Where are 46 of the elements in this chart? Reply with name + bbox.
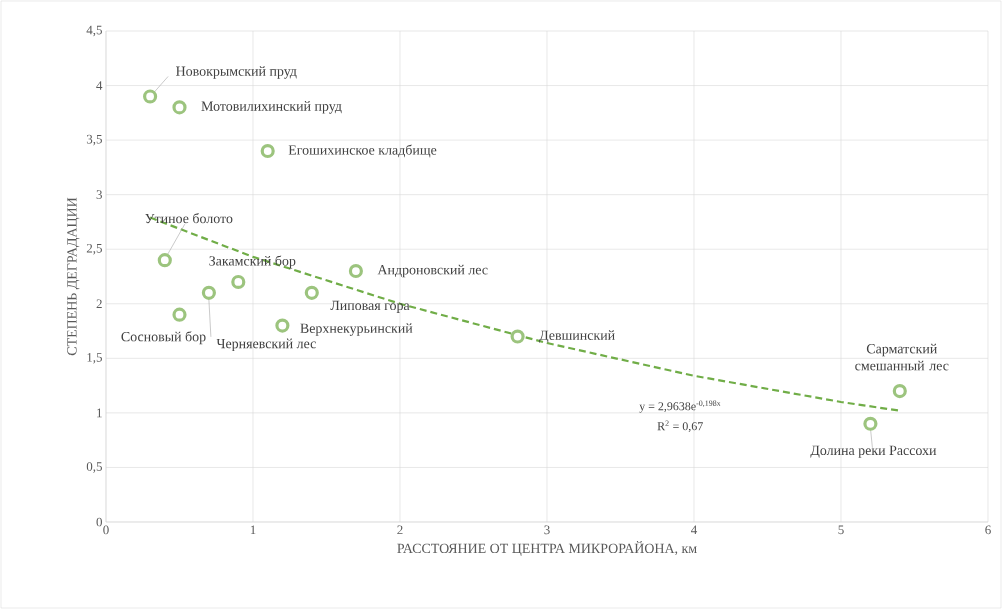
point	[275, 318, 290, 333]
x-tick-label: 2	[397, 525, 403, 535]
annotation: Новокрымский пруд	[176, 66, 297, 79]
annotation: Долина реки Рассохи	[810, 445, 937, 458]
annotation: Егошихинское кладбище	[288, 144, 437, 158]
point	[892, 383, 907, 399]
x-tick-label: 1	[250, 525, 256, 535]
x-tick-label: 4	[691, 525, 698, 535]
y-tick-label: 2,5	[86, 243, 102, 255]
point	[510, 329, 525, 344]
annotation: Сосновый бор	[121, 331, 206, 345]
annotation: Сарматский смешанный лес	[855, 343, 949, 371]
point	[172, 307, 187, 322]
point	[304, 285, 319, 300]
y-tick-label: 0	[96, 517, 102, 527]
y-tick-label: 4,5	[86, 25, 102, 37]
point	[348, 263, 363, 279]
annotation: Черняевский лес	[216, 338, 316, 352]
x-tick-label: 3	[544, 525, 550, 535]
point	[172, 100, 187, 115]
y-tick-label: 1	[97, 408, 102, 418]
annotation: Верхнекурьинский	[300, 323, 413, 336]
point	[260, 143, 275, 159]
annotation: Закамский бор	[209, 255, 296, 269]
annotation: R$^{2}$ = 0,67	[657, 420, 703, 432]
y-tick-label: 2	[96, 299, 102, 309]
annotation: Мотовилихинский пруд	[201, 101, 342, 114]
y-tick-label: 4	[96, 81, 103, 90]
annotation: Девшинский	[539, 330, 615, 343]
annotation: Липовая гора	[330, 300, 410, 313]
point	[143, 89, 158, 104]
x-tick-label: 6	[985, 525, 991, 535]
point	[157, 253, 172, 268]
y-tick-label: 1,5	[87, 353, 102, 364]
y-tick-label: 0,5	[86, 462, 102, 473]
annotation: Андроновский лес	[377, 264, 488, 278]
point	[863, 416, 878, 431]
x-tick-label: 5	[838, 525, 844, 535]
annotation: Утиное болото	[145, 213, 233, 224]
y-axis-title: СТЕПЕНЬ ДЕГРАДАЦИИ	[67, 197, 80, 356]
y-tick-label: 3	[96, 190, 102, 200]
x-axis-title: РАССТОЯНИЕ ОТ ЦЕНТРА МИКРОРАЙОНА, км	[397, 541, 697, 556]
annotation: y = 2,9638e$^{-0,198x}$	[639, 400, 721, 413]
point	[201, 285, 216, 300]
point	[231, 274, 246, 290]
y-tick-label: 3,5	[86, 134, 102, 146]
